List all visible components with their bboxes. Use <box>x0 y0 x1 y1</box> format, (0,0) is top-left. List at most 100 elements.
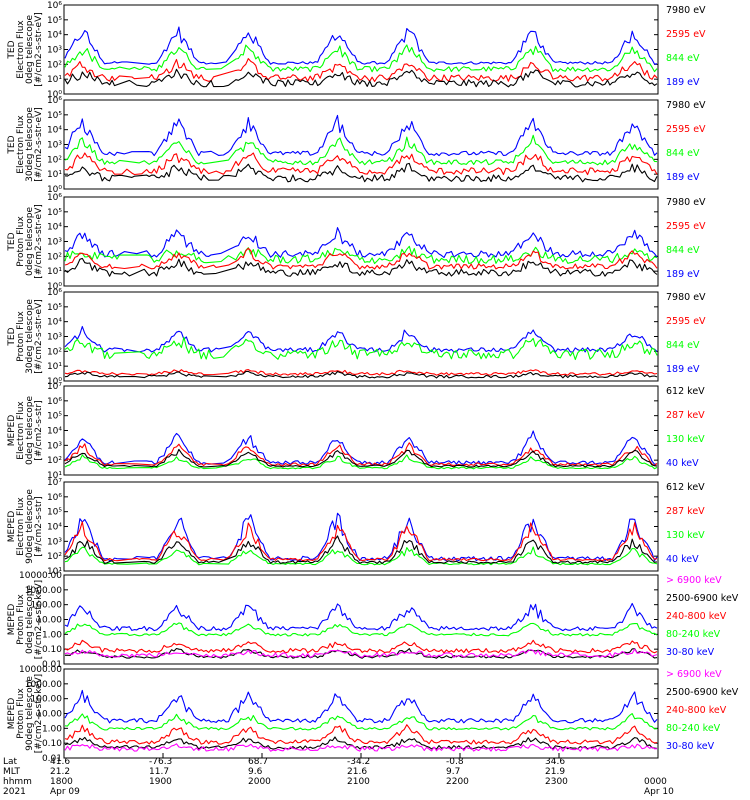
x-axis-hhmm-label: 2000 <box>248 777 271 787</box>
y-axis-label-line: 90deg telescope <box>25 489 35 564</box>
series-trace <box>64 162 658 183</box>
y-axis-label: MEPEDElectron Flux0deg telescope[#/cm2-s… <box>7 396 44 466</box>
legend-entry: 189 eV <box>666 269 700 280</box>
y-axis-label-line: [#/cm2-s-str-eV] <box>34 107 44 182</box>
x-axis-lat-label: -34.2 <box>347 757 370 767</box>
x-axis-mlt-label: 21.6 <box>347 767 367 777</box>
y-tick-label: 10⁴ <box>47 427 62 437</box>
y-tick-label: 10³ <box>47 238 62 248</box>
y-tick-label: 10⁵ <box>47 111 62 121</box>
y-axis-label-line: Proton Flux <box>16 594 26 645</box>
y-axis-label-line: TED <box>7 327 17 346</box>
y-tick-label: 100.00 <box>31 601 63 611</box>
series-trace <box>64 602 658 632</box>
series-trace <box>64 639 658 654</box>
y-tick-label: 10⁴ <box>47 31 62 41</box>
x-axis-lat-label: 34.6 <box>545 757 565 767</box>
y-tick-label: 10¹ <box>47 267 62 277</box>
y-tick-label: 1.00 <box>42 630 62 640</box>
y-tick-label: 10² <box>47 155 62 165</box>
y-tick-label: 1.00 <box>42 724 62 734</box>
y-tick-label: 0.01 <box>42 660 62 670</box>
legend-entry: 80-240 keV <box>666 723 721 734</box>
legend-entry: 7980 eV <box>666 197 706 208</box>
legend-entry: 612 keV <box>666 386 705 397</box>
legend-entry: 287 keV <box>666 410 705 421</box>
y-axis-label: TEDProton Flux30deg telescope[#/cm2-s-st… <box>7 299 44 374</box>
flux-panel-7: 0.010.101.0010.00100.001000.0010000.00ME… <box>7 571 739 670</box>
series-trace <box>64 647 658 659</box>
x-axis-mlt-label: 21.2 <box>50 767 70 777</box>
y-axis-label-line: [#/cm2-s-str-keV] <box>34 674 44 753</box>
plot-frame <box>63 385 659 476</box>
y-tick-label: 10⁵ <box>47 303 62 313</box>
y-tick-label: 10³ <box>47 537 62 547</box>
series-trace <box>64 648 658 658</box>
series-trace <box>64 622 658 637</box>
y-tick-label: 10⁶ <box>47 193 62 203</box>
y-tick-label: 10³ <box>47 441 62 451</box>
series-trace <box>64 245 658 265</box>
y-tick-label: 10⁰ <box>47 282 62 292</box>
y-axis-label-line: Proton Flux <box>16 688 26 739</box>
y-axis-label-line: 0deg telescope <box>25 585 35 655</box>
x-axis-hhmm-label: 2100 <box>347 777 370 787</box>
legend-entry: 240-800 keV <box>666 611 727 622</box>
y-axis-label-line: [#/cm2-s-str-keV] <box>34 580 44 659</box>
y-axis-label-line: [#/cm2-s-str-eV] <box>34 12 44 87</box>
y-tick-label: 10¹ <box>47 471 62 481</box>
legend-entry: 130 keV <box>666 530 705 541</box>
series-trace <box>64 26 658 65</box>
legend-entry: > 6900 keV <box>666 669 722 680</box>
y-tick-label: 10¹ <box>47 362 62 372</box>
y-axis-label-line: Proton Flux <box>16 216 26 267</box>
y-axis-label-line: 0deg telescope <box>25 207 35 277</box>
flux-panel-8: 0.010.101.0010.00100.001000.0010000.00ME… <box>7 665 739 764</box>
y-axis-label-line: Electron Flux <box>16 115 26 174</box>
legend-entry: 287 keV <box>666 506 705 517</box>
series-trace <box>64 743 658 752</box>
legend-entry: 2595 eV <box>666 221 706 232</box>
y-tick-label: 10000.00 <box>19 571 62 581</box>
legend-entry: 130 keV <box>666 434 705 445</box>
series-trace <box>64 442 658 467</box>
y-tick-label: 10⁶ <box>47 397 62 407</box>
legend-entry: 189 eV <box>666 77 700 88</box>
series-trace <box>64 535 658 564</box>
x-row-label: MLT <box>3 767 21 777</box>
y-axis-label: MEPEDElectron Flux90deg telescope[#/cm2-… <box>7 489 44 564</box>
series-trace <box>64 724 658 745</box>
series-trace <box>64 114 658 157</box>
legend-entry: 189 eV <box>666 172 700 183</box>
x-axis-mlt-label: 9.6 <box>248 767 263 777</box>
y-tick-label: 10² <box>47 456 62 466</box>
y-tick-label: 10⁴ <box>47 126 62 136</box>
y-tick-label: 10³ <box>47 46 62 56</box>
legend-entry: 40 keV <box>666 554 699 565</box>
series-trace <box>64 336 658 361</box>
legend-entry: 844 eV <box>666 53 700 64</box>
x-row-label: hhmm <box>3 777 32 787</box>
y-tick-label: 10⁷ <box>47 382 62 392</box>
y-axis-label: TEDElectron Flux0deg telescope[#/cm2-s-s… <box>7 12 44 87</box>
y-tick-label: 1000.00 <box>25 586 62 596</box>
y-tick-label: 10⁵ <box>47 508 62 518</box>
y-axis-label: TEDElectron Flux30deg telescope[#/cm2-s-… <box>7 107 44 182</box>
y-tick-label: 10⁶ <box>47 96 62 106</box>
y-axis-label-line: TED <box>7 135 17 154</box>
plot-frame <box>63 4 659 95</box>
y-tick-label: 10⁵ <box>47 208 62 218</box>
series-trace <box>64 227 658 259</box>
y-tick-label: 10⁵ <box>47 412 62 422</box>
y-axis-label-line: Electron Flux <box>16 401 26 460</box>
x-axis-hhmm-label: 2200 <box>446 777 469 787</box>
x-axis-lat-label: 68.7 <box>248 757 268 767</box>
legend-entry: 844 eV <box>666 148 700 159</box>
y-axis-label-line: Electron Flux <box>16 20 26 79</box>
series-trace <box>64 713 658 731</box>
x-axis-mlt-label: 21.9 <box>545 767 565 777</box>
y-axis-label-line: TED <box>7 40 17 59</box>
x-axis-mlt-label: 9.7 <box>446 767 460 777</box>
